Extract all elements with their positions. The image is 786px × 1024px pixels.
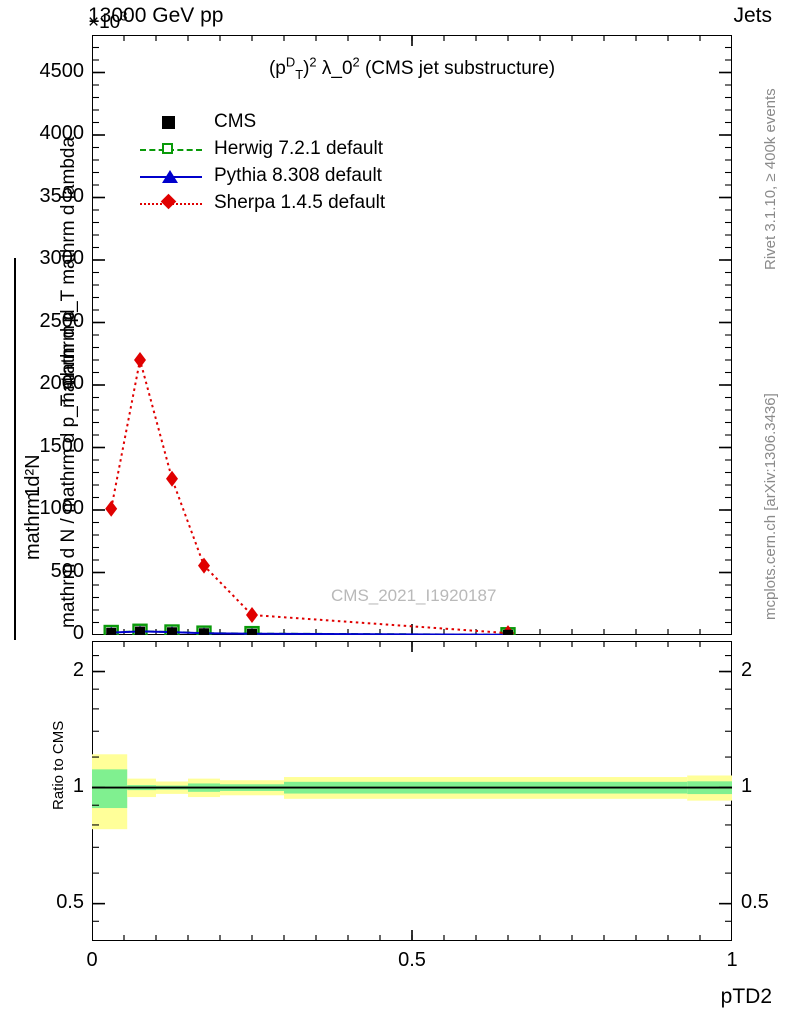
title-lambda: λ_0: [316, 58, 353, 79]
open-square-icon: [162, 142, 173, 154]
x-axis-label: pTD2: [720, 985, 772, 1008]
legend-label-pythia: Pythia 8.308 default: [214, 164, 382, 186]
y-tick-label-main: 3500: [39, 184, 85, 207]
multiplier-base: ×10: [88, 12, 121, 33]
legend-marker-sherpa: [140, 193, 202, 213]
title-sup-D: D: [285, 54, 296, 70]
legend-label-sherpa: Sherpa 1.4.5 default: [214, 191, 386, 213]
y-tick-label-main: 2500: [39, 309, 85, 332]
multiplier-exponent: 3: [120, 8, 128, 24]
title-close-paren: ): [303, 58, 310, 79]
y-tick-label-main: 2000: [39, 372, 85, 394]
legend-entry-pythia[interactable]: Pythia 8.308 default: [140, 162, 385, 189]
legend-label-herwig: Herwig 7.2.1 default: [214, 137, 383, 159]
filled-triangle-icon: [162, 169, 178, 183]
y-tick-label-main: 1000: [39, 497, 85, 519]
title-exponent-2: 2: [309, 54, 317, 70]
legend-marker-herwig: [140, 139, 202, 159]
legend-entry-herwig[interactable]: Herwig 7.2.1 default: [140, 135, 385, 162]
y-tick-label-main: 1500: [39, 434, 85, 457]
x-tick-label: 0: [86, 949, 98, 971]
analysis-id-watermark: CMS_2021_I1920187: [331, 586, 497, 605]
legend: CMS Herwig 7.2.1 default Pythia 8.308 de…: [140, 108, 385, 216]
rivet-version-label: Rivet 3.1.10, ≥ 400k events: [762, 88, 779, 270]
y-tick-label-main: 0: [72, 622, 84, 644]
legend-entry-sherpa[interactable]: Sherpa 1.4.5 default: [140, 189, 385, 216]
legend-label-cms: CMS: [214, 110, 257, 132]
legend-entry-cms[interactable]: CMS: [140, 108, 385, 135]
x-tick-label: 1: [726, 949, 738, 971]
beam-energy-label: 13000 GeV pp: [88, 4, 224, 27]
y-axis-label-inner-denominator: mathrm d p_T mathrm d lambda: [58, 136, 79, 408]
title-p: (p: [268, 58, 286, 79]
analysis-category-label: Jets: [733, 4, 772, 27]
filled-diamond-icon: [160, 193, 177, 209]
y-tick-label-main: 4000: [39, 122, 85, 144]
y-tick-label-ratio-right: 0.5: [741, 890, 769, 913]
title-sub-T: T: [295, 66, 304, 82]
y-tick-label-ratio-right: 2: [741, 658, 753, 681]
plot-title: (pDT)2 λ_02 (CMS jet substructure): [92, 54, 732, 82]
y-tick-label-ratio-left: 0.5: [56, 890, 84, 913]
x-tick-label: 0.5: [398, 949, 426, 971]
y-tick-label-ratio-right: 1: [741, 774, 753, 797]
y-tick-label-ratio-left: 1: [72, 774, 84, 797]
filled-square-icon: [162, 115, 175, 129]
y-tick-label-main: 3000: [39, 247, 85, 269]
y-axis-fraction-bar: [14, 258, 16, 640]
mcplots-source-label: mcplots.cern.ch [arXiv:1306.3436]: [762, 393, 779, 620]
y-tick-label-main: 4500: [39, 59, 85, 82]
main-plot-canvas: [92, 35, 732, 635]
y-axis-label-outer-numerator: 1: [22, 485, 44, 497]
legend-marker-cms: [140, 112, 202, 132]
title-lambda-exponent: 2: [352, 54, 360, 70]
y-axis-multiplier-label: ×103: [88, 8, 128, 34]
ratio-plot-canvas: [92, 641, 732, 941]
title-suffix: (CMS jet substructure): [359, 58, 556, 79]
y-tick-label-ratio-left: 2: [72, 658, 84, 681]
y-tick-label-main: 500: [50, 559, 84, 582]
legend-marker-pythia: [140, 166, 202, 186]
